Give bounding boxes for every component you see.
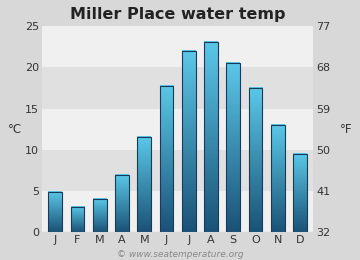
Bar — [138, 138, 151, 232]
Bar — [271, 125, 285, 232]
Bar — [48, 192, 62, 232]
Bar — [42, 67, 313, 108]
Y-axis label: °C: °C — [8, 123, 22, 136]
Text: © www.seatemperature.org: © www.seatemperature.org — [117, 250, 243, 259]
Bar — [182, 51, 195, 232]
Bar — [71, 207, 84, 232]
Bar — [42, 26, 313, 67]
Bar — [159, 86, 174, 232]
Bar — [204, 42, 218, 232]
Bar — [226, 63, 240, 232]
Bar — [93, 199, 107, 232]
Bar — [249, 88, 262, 232]
Title: Miller Place water temp: Miller Place water temp — [70, 7, 285, 22]
Bar — [42, 108, 313, 150]
Bar — [293, 154, 307, 232]
Bar — [42, 150, 313, 191]
Y-axis label: °F: °F — [339, 123, 352, 136]
Bar — [42, 191, 313, 232]
Bar — [115, 175, 129, 232]
